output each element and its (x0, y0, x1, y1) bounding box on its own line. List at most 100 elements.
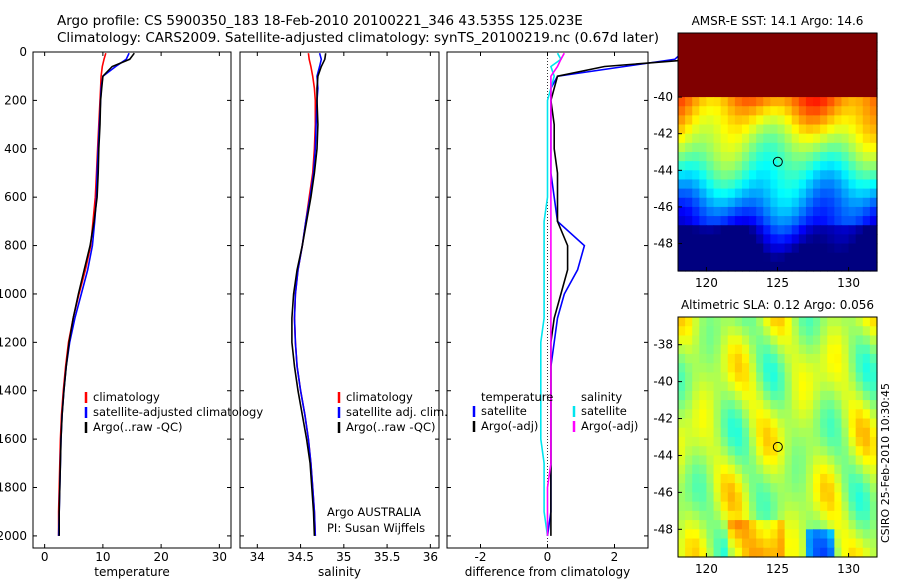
heatmap-cell (741, 225, 750, 235)
heatmap-cell (734, 400, 743, 410)
heatmap-cell (734, 152, 743, 162)
heatmap-cell (855, 97, 864, 107)
heatmap-cell (841, 188, 850, 199)
heatmap-cell (720, 261, 729, 272)
heatmap-cell (734, 78, 743, 89)
heatmap-cell (813, 501, 821, 512)
y-tick-label: -42 (653, 412, 673, 426)
heatmap-cell (820, 261, 828, 272)
heatmap-cell (777, 252, 786, 263)
heatmap-cell (692, 538, 700, 549)
heatmap-cell (862, 344, 871, 355)
heatmap-cell (720, 170, 729, 181)
heatmap-cell (820, 133, 828, 144)
legend-label: satellite (581, 404, 627, 418)
heatmap-cell (734, 326, 743, 337)
heatmap-cell (848, 33, 857, 43)
heatmap-cell (720, 42, 729, 52)
heatmap-cell (706, 409, 715, 420)
heatmap-cell (727, 400, 736, 410)
heatmap-cell (678, 133, 686, 144)
heatmap-cell (727, 492, 736, 503)
heatmap-cell (827, 317, 835, 327)
heatmap-cell (678, 252, 686, 263)
heatmap-cell (784, 326, 793, 337)
heatmap-cell (678, 473, 686, 484)
heatmap-cell (813, 78, 821, 89)
heatmap-cell (827, 216, 835, 226)
heatmap-cell (685, 363, 693, 373)
heatmap-cell (784, 51, 793, 62)
heatmap-cell (756, 252, 764, 263)
heatmap-cell (862, 455, 871, 466)
heatmap-cell (841, 492, 850, 503)
heatmap-cell (763, 142, 771, 153)
heatmap-cell (685, 464, 693, 475)
heatmap-cell (869, 437, 878, 447)
heatmap-cell (699, 427, 708, 438)
heatmap-cell (734, 446, 743, 457)
heatmap-cell (685, 520, 693, 530)
heatmap-cell (841, 197, 850, 208)
heatmap-cell (813, 261, 821, 272)
heatmap-cell (734, 409, 743, 420)
heatmap-cell (699, 197, 708, 208)
heatmap-cell (763, 152, 771, 162)
heatmap-cell (699, 363, 708, 373)
heatmap-cell (763, 427, 771, 438)
heatmap-cell (834, 473, 843, 484)
heatmap-cell (798, 455, 807, 466)
heatmap-cell (798, 400, 807, 410)
heatmap-cell (869, 69, 878, 80)
argo-location-marker (772, 441, 783, 452)
heatmap-cell (834, 33, 843, 43)
heatmap-cell (685, 326, 693, 337)
heatmap-cell (855, 473, 864, 484)
series-line-sal-2 (291, 53, 327, 536)
heatmap-cell (777, 197, 786, 208)
heatmap-cell (763, 170, 771, 181)
heatmap-cell (678, 418, 686, 429)
heatmap-cell (798, 225, 807, 235)
heatmap-cell (848, 115, 857, 126)
heatmap-cell (678, 437, 686, 447)
heatmap-cell (699, 69, 708, 80)
heatmap-cell (862, 152, 871, 162)
heatmap-cell (734, 317, 743, 327)
heatmap-cell (848, 446, 857, 457)
heatmap-cell (692, 501, 700, 512)
heatmap-cell (706, 97, 715, 107)
heatmap-cell (855, 188, 864, 199)
heatmap-cell (727, 363, 736, 373)
heatmap-cell (699, 437, 708, 447)
heatmap-cell (706, 115, 715, 126)
heatmap-cell (784, 234, 793, 245)
heatmap-cell (848, 492, 857, 503)
heatmap-cell (791, 261, 800, 272)
heatmap-cell (798, 464, 807, 475)
heatmap-cell (805, 252, 814, 263)
heatmap-cell (685, 400, 693, 410)
heatmap-cell (813, 326, 821, 337)
series-line-diff-0 (546, 52, 683, 537)
heatmap-cell (784, 344, 793, 355)
heatmap-cell (692, 344, 700, 355)
heatmap-cell (862, 97, 871, 107)
heatmap-cell (685, 547, 693, 558)
heatmap-cell (855, 106, 864, 116)
heatmap-cell (706, 372, 715, 383)
heatmap-cell (720, 142, 729, 153)
heatmap-cell (713, 353, 722, 364)
heatmap-cell (820, 437, 828, 447)
heatmap-cell (777, 335, 786, 346)
heatmap-cell (734, 206, 743, 217)
heatmap-cell (820, 492, 828, 503)
heatmap-cell (841, 243, 850, 254)
heatmap-cell (713, 400, 722, 410)
heatmap-cell (734, 529, 743, 540)
heatmap-cell (827, 390, 835, 401)
heatmap-cell (770, 152, 779, 162)
heatmap-cell (834, 335, 843, 346)
heatmap-cell (685, 261, 693, 272)
heatmap-cell (791, 529, 800, 540)
